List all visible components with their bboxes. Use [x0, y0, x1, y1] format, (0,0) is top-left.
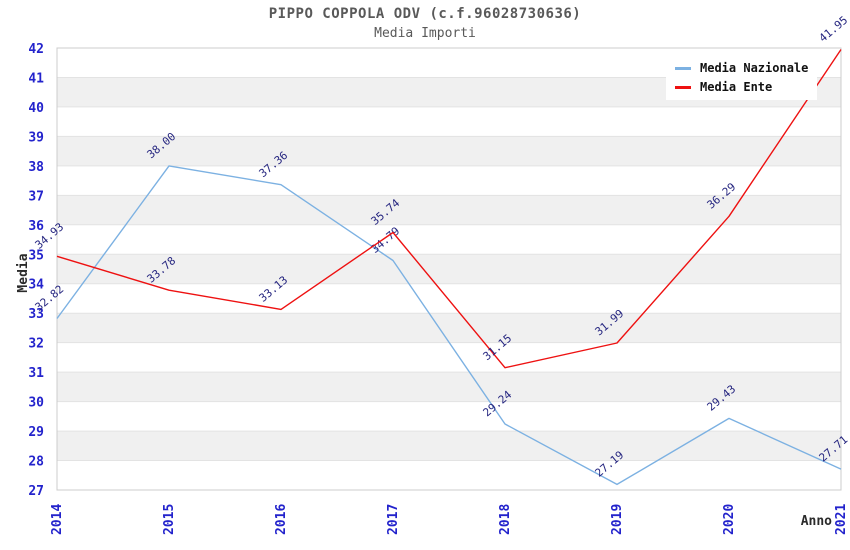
- y-tick-label: 40: [28, 101, 44, 116]
- series-line-media-ente: [56, 49, 842, 369]
- plot-band: [57, 460, 841, 490]
- legend-label-media-ente: Media Ente: [700, 80, 773, 94]
- plot-band: [57, 136, 841, 166]
- y-tick-label: 35: [28, 248, 44, 263]
- plot-border: [56, 47, 842, 491]
- y-tick-label: 41: [28, 71, 44, 86]
- x-tick-label: 2016: [274, 504, 289, 535]
- plot-band: [57, 195, 841, 225]
- y-tick-label: 42: [28, 42, 44, 57]
- x-tick-label: 2014: [50, 504, 65, 535]
- chart-subtitle: Media Importi: [374, 26, 476, 41]
- y-tick-label: 36: [28, 219, 44, 234]
- x-tick-label: 2017: [386, 504, 401, 535]
- y-tick-label: 33: [28, 307, 44, 322]
- plot-band: [57, 372, 841, 402]
- y-tick-label: 38: [28, 160, 44, 175]
- y-tick-label: 32: [28, 337, 44, 352]
- x-axis-title: Anno: [801, 514, 832, 529]
- chart-title: PIPPO COPPOLA ODV (c.f.96028730636): [268, 6, 582, 22]
- legend-item-media-nazionale: Media Nazionale: [675, 61, 808, 75]
- legend-swatch-media-ente: [675, 85, 691, 89]
- y-tick-label: 28: [28, 455, 44, 470]
- plot-band: [57, 106, 841, 137]
- x-tick-label: 2018: [498, 504, 513, 535]
- x-tick-label: 2020: [722, 504, 737, 535]
- y-tick-label: 39: [28, 130, 44, 145]
- plot-band: [57, 401, 841, 432]
- plot-band: [57, 283, 841, 314]
- y-tick-label: 30: [28, 396, 44, 411]
- plot-band: [57, 342, 841, 373]
- legend: Media Nazionale Media Ente: [666, 56, 818, 100]
- plot-band: [57, 431, 841, 461]
- x-tick-label: 2019: [610, 504, 625, 535]
- plot-band: [57, 254, 841, 284]
- y-tick-label: 29: [28, 425, 44, 440]
- point-label: 41.95: [817, 14, 850, 45]
- y-tick-label: 34: [28, 278, 44, 293]
- plot-band: [57, 165, 841, 196]
- y-tick-label: 31: [28, 366, 44, 381]
- y-tick-label: 37: [28, 189, 44, 204]
- y-tick-label: 27: [28, 484, 44, 499]
- x-tick-label: 2015: [162, 504, 177, 535]
- series-line-media-nazionale: [56, 165, 842, 486]
- x-tick-label: 2021: [834, 504, 849, 535]
- y-axis-title: Media: [16, 253, 31, 292]
- legend-item-media-ente: Media Ente: [675, 80, 808, 94]
- plot-band: [57, 313, 841, 343]
- legend-label-media-nazionale: Media Nazionale: [700, 61, 809, 75]
- legend-swatch-media-nazionale: [675, 66, 691, 70]
- plot-band: [57, 224, 841, 255]
